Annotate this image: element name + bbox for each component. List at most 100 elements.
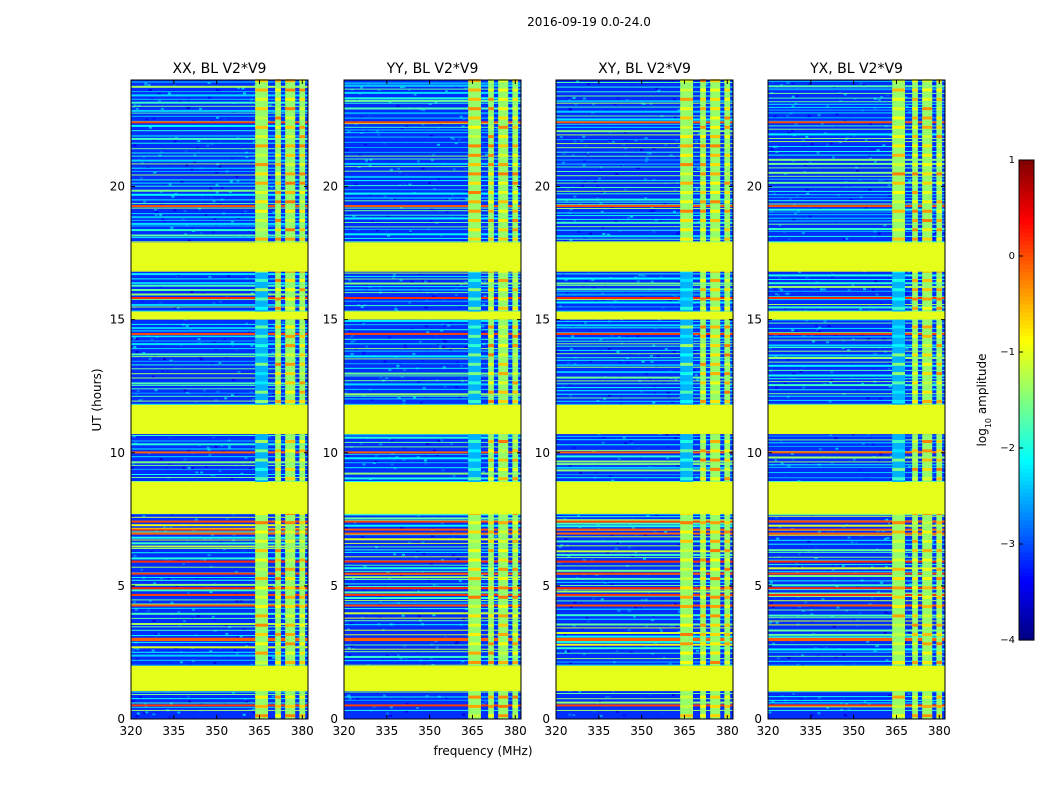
heatmap-cell bbox=[346, 455, 350, 458]
heatmap-cell bbox=[485, 153, 488, 156]
heatmap-cell bbox=[652, 401, 656, 404]
heatmap-cell bbox=[648, 693, 652, 696]
rfi-channel-cell bbox=[680, 595, 693, 599]
rfi-channel-cell bbox=[680, 440, 693, 443]
rfi-channel-cell bbox=[512, 144, 519, 148]
rfi-channel-cell bbox=[275, 163, 281, 167]
heatmap-cell bbox=[629, 610, 633, 613]
rfi-channel-cell bbox=[680, 97, 693, 101]
heatmap-cell bbox=[377, 89, 381, 91]
heatmap-cell bbox=[166, 136, 170, 139]
heatmap-cell bbox=[281, 362, 285, 365]
heatmap-cell bbox=[612, 691, 615, 694]
heatmap-cell bbox=[787, 131, 791, 134]
time-streak bbox=[344, 513, 521, 516]
rfi-channel-cell bbox=[710, 344, 721, 348]
rfi-channel-cell bbox=[724, 539, 731, 543]
time-streak bbox=[556, 353, 733, 355]
rfi-channel-cell bbox=[680, 191, 693, 194]
rfi-channel-cell bbox=[275, 614, 281, 618]
rfi-channel-cell bbox=[680, 381, 693, 385]
heatmap-cell bbox=[496, 468, 500, 471]
heatmap-cell bbox=[920, 402, 923, 404]
heatmap-cell bbox=[400, 86, 403, 89]
rfi-channel-cell bbox=[285, 467, 296, 471]
rfi-channel-cell bbox=[275, 116, 281, 120]
heatmap-cell bbox=[344, 620, 348, 623]
heatmap-cell bbox=[389, 168, 393, 171]
heatmap-cell bbox=[167, 92, 171, 95]
heatmap-cell bbox=[560, 372, 564, 375]
rfi-channel-cell bbox=[299, 209, 306, 213]
rfi-time-line bbox=[556, 332, 733, 335]
heatmap-cell bbox=[903, 564, 907, 567]
heatmap-cell bbox=[877, 99, 881, 101]
rfi-channel-cell bbox=[498, 381, 509, 385]
rfi-channel-cell bbox=[468, 79, 481, 83]
heatmap-cell bbox=[830, 371, 834, 374]
heatmap-cell bbox=[654, 219, 658, 221]
heatmap-cell bbox=[354, 183, 358, 186]
rfi-channel-cell bbox=[488, 353, 494, 357]
heatmap-cell bbox=[398, 171, 402, 174]
rfi-channel-cell bbox=[255, 549, 268, 553]
heatmap-cell bbox=[677, 167, 680, 170]
heatmap-cell bbox=[152, 713, 156, 716]
rfi-channel-cell bbox=[299, 135, 306, 139]
rfi-channel-cell bbox=[275, 605, 281, 608]
heatmap-cell bbox=[801, 139, 805, 142]
heatmap-cell bbox=[216, 390, 220, 393]
x-tick-label: 320 bbox=[120, 724, 143, 738]
heatmap-cell bbox=[347, 628, 350, 631]
heatmap-cell bbox=[579, 299, 583, 302]
heatmap-cell bbox=[407, 349, 411, 352]
heatmap-cell bbox=[593, 180, 597, 183]
heatmap-cell bbox=[390, 198, 394, 201]
heatmap-cell bbox=[873, 352, 877, 355]
time-streak bbox=[131, 134, 308, 137]
rfi-channel-cell bbox=[512, 135, 519, 139]
heatmap-cell bbox=[147, 335, 151, 337]
rfi-channel-cell bbox=[299, 704, 306, 708]
time-streak bbox=[556, 123, 733, 125]
heatmap-cell bbox=[650, 206, 654, 209]
heatmap-cell bbox=[931, 82, 935, 85]
rfi-channel-cell bbox=[285, 219, 296, 222]
rfi-channel-cell bbox=[700, 614, 706, 618]
heatmap-cell bbox=[133, 104, 137, 107]
heatmap-cell bbox=[931, 475, 935, 478]
rfi-channel-cell bbox=[488, 595, 494, 599]
rfi-channel-cell bbox=[299, 381, 306, 385]
heatmap-cell bbox=[650, 280, 654, 283]
time-streak bbox=[131, 388, 308, 390]
heatmap-cell bbox=[145, 711, 149, 714]
heatmap-cell bbox=[403, 327, 407, 330]
flagged-range bbox=[556, 311, 733, 320]
heatmap-cell bbox=[802, 386, 806, 389]
rfi-time-line bbox=[131, 528, 308, 531]
time-streak bbox=[344, 207, 521, 209]
heatmap-cell bbox=[599, 328, 603, 331]
heatmap-cell bbox=[424, 325, 428, 328]
heatmap-cell bbox=[783, 231, 787, 233]
heatmap-cell bbox=[441, 145, 445, 148]
heatmap-cell bbox=[775, 621, 779, 624]
rfi-channel-cell bbox=[700, 191, 706, 194]
heatmap-cell bbox=[438, 345, 442, 348]
heatmap-cell bbox=[804, 601, 808, 604]
rfi-channel-cell bbox=[255, 400, 268, 403]
time-streak bbox=[768, 644, 945, 646]
heatmap-cell bbox=[455, 287, 458, 290]
rfi-channel-cell bbox=[275, 79, 281, 83]
time-streak bbox=[556, 193, 733, 195]
heatmap-cell bbox=[168, 183, 172, 186]
time-streak bbox=[344, 158, 521, 160]
heatmap-cell bbox=[905, 105, 909, 108]
heatmap-cell bbox=[207, 554, 211, 557]
rfi-channel-cell bbox=[285, 209, 296, 213]
time-streak bbox=[344, 185, 521, 187]
rfi-channel-cell bbox=[299, 116, 306, 120]
heatmap-cell bbox=[375, 705, 379, 708]
heatmap-cell bbox=[385, 377, 389, 380]
heatmap-cell bbox=[168, 463, 172, 466]
